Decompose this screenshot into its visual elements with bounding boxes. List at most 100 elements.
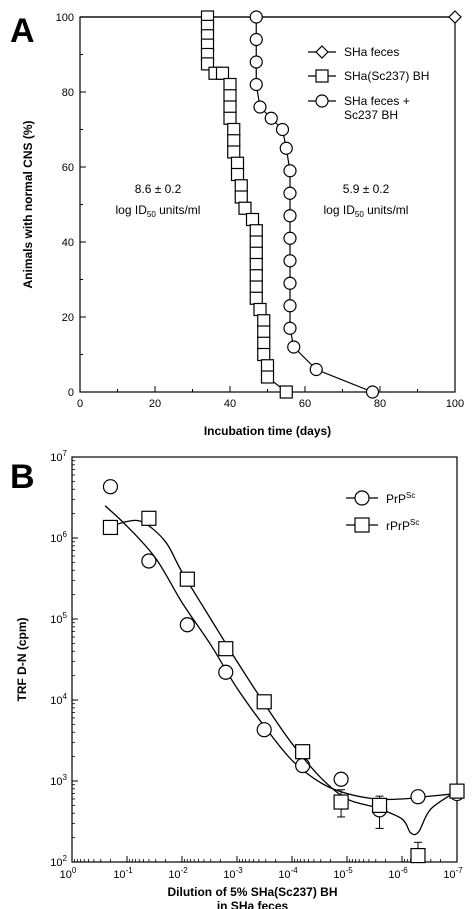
x-tick-label-a: 20: [149, 398, 161, 410]
data-point-b: [295, 744, 311, 760]
x-tick-label-b: 10-4: [278, 866, 298, 881]
data-point-a: [238, 201, 252, 215]
y-tick-exponent: 2: [63, 854, 68, 863]
y-tick-label-b: 105: [50, 611, 67, 626]
data-point-a: [283, 299, 297, 313]
annotation-unit-a: log ID: [324, 203, 356, 217]
survival-chart: 0 20 40 60 80 100 0 20 40 60 80 100 Incubation time…: [21, 10, 465, 438]
data-point-a: [249, 269, 263, 283]
data-point-b: [371, 797, 388, 813]
y-tick-base: 10: [50, 452, 62, 464]
data-point-b: [179, 571, 195, 587]
panel-b-letter: B: [10, 458, 35, 496]
legend-label-sup: Sc: [410, 518, 419, 527]
data-point-a: [448, 10, 462, 24]
axis-ticks-a: 0 20 40 60 80 100 0 20 40 60 80 100: [56, 12, 465, 410]
y-tick-label-b: 107: [50, 449, 67, 464]
data-point-a: [249, 291, 263, 305]
data-point-a: [249, 77, 263, 92]
data-point-b: [333, 771, 349, 787]
data-point-a: [249, 10, 263, 24]
y-tick-label-a: 0: [68, 387, 74, 399]
x-tick-label-a: 100: [446, 398, 464, 410]
data-point-a: [227, 134, 241, 148]
y-tick-exponent: 4: [63, 692, 68, 701]
x-tick-label-a: 0: [77, 398, 83, 410]
data-point-a: [283, 231, 297, 245]
legend-marker-a: [315, 94, 329, 108]
data-point-a: [249, 280, 263, 294]
data-point-a: [234, 179, 248, 193]
annotation-line2: log ID50 units/ml: [324, 203, 409, 219]
dilution-chart: 100 10-1 10-2 10-3 10-4 10-5 10-6 10-7102103104…: [15, 449, 465, 909]
data-point-a: [227, 145, 241, 159]
series-a-2: [249, 10, 380, 399]
legend-label-b: PrPSc: [386, 491, 415, 506]
legend-label-sup: Sc: [406, 491, 415, 500]
data-point-a: [223, 100, 237, 114]
y-tick-base: 10: [50, 614, 62, 626]
x-tick-exponent: 0: [72, 866, 77, 875]
x-tick-base: 10: [333, 869, 345, 881]
y-tick-base: 10: [50, 533, 62, 545]
annotation-unit-b: units/ml: [156, 203, 201, 217]
panel-a-letter: A: [10, 12, 35, 50]
x-tick-base: 10: [278, 869, 290, 881]
annotation-line1: 8.6 ± 0.2: [135, 182, 182, 196]
y-tick-label-a: 60: [62, 162, 74, 174]
data-point-b: [141, 510, 157, 526]
annotation-line1: 5.9 ± 0.2: [343, 182, 390, 196]
data-point-b: [295, 757, 311, 774]
y-tick-label-a: 80: [62, 87, 74, 99]
legend-marker-a: [315, 45, 329, 59]
legend-label-text: PrP: [386, 492, 406, 506]
data-point-a: [365, 385, 380, 399]
y-tick-label-a: 20: [62, 312, 74, 324]
data-point-a: [309, 362, 323, 377]
data-point-b: [218, 641, 234, 657]
data-point-a: [279, 141, 293, 155]
data-point-a: [283, 276, 297, 290]
data-point-a: [230, 156, 245, 170]
x-tick-base: 10: [223, 869, 235, 881]
data-point-b: [410, 847, 426, 864]
data-point-b: [333, 794, 349, 810]
x-tick-base: 10: [388, 869, 400, 881]
data-point-a: [275, 122, 290, 137]
series-group-a: [80, 10, 462, 399]
data-point-a: [223, 89, 237, 103]
data-point-a: [279, 385, 293, 399]
annotation-subscript: 50: [147, 210, 156, 219]
data-point-a: [260, 370, 275, 384]
y-tick-label-b: 104: [50, 692, 67, 707]
x-tick-exponent: -3: [236, 866, 244, 875]
legend-label-a: Sc237 BH: [344, 108, 398, 122]
data-point-a: [283, 186, 297, 200]
x-tick-base: 10: [113, 869, 125, 881]
data-point-a: [283, 164, 297, 178]
x-tick-label-b: 10-7: [443, 866, 463, 881]
legend-marker-b: [354, 517, 370, 533]
data-point-b: [256, 694, 272, 710]
y-axis-title-b: TRF D-N (cpm): [15, 618, 29, 702]
data-point-a: [249, 246, 263, 260]
x-tick-base: 10: [60, 869, 72, 881]
series-b-1: [102, 510, 465, 864]
legend-a: SHa feces SHa(Sc237) BH SHa feces +Sc237 B…: [308, 45, 429, 122]
data-point-a: [264, 111, 278, 125]
y-tick-label-a: 40: [62, 237, 74, 249]
series-group-b: [102, 479, 465, 864]
y-tick-base: 10: [50, 857, 62, 869]
data-point-a: [283, 209, 297, 223]
data-point-a: [283, 321, 297, 335]
data-point-a: [249, 257, 263, 272]
fit-curve-b: [104, 519, 458, 836]
x-tick-label-b: 10-5: [333, 866, 353, 881]
x-tick-exponent: -4: [291, 866, 299, 875]
data-point-a: [245, 212, 260, 227]
data-point-a: [253, 302, 267, 317]
y-axis-title-a: Animals with normal CNS (%): [21, 120, 35, 288]
